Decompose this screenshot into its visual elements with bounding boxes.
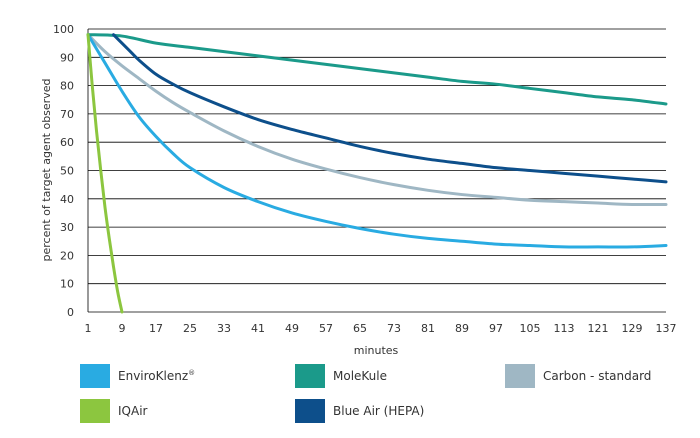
x-tick-label-121: 121	[588, 322, 609, 335]
x-tick-label-25: 25	[183, 322, 197, 335]
x-axis-ticks: 1 9 17 25 33 41 49 57 65 73 81 89 97 105 113 121 129 137	[85, 322, 677, 335]
y-axis-ticks: 0 10 20 30 40 50 60 70 80 90 100	[53, 23, 74, 319]
x-tick-label-1: 1	[85, 322, 92, 335]
y-tick-label-30: 30	[60, 221, 74, 234]
legend-text-enviroklenz: EnviroKlenz	[118, 369, 189, 383]
y-tick-label-10: 10	[60, 278, 74, 291]
x-tick-label-97: 97	[489, 322, 503, 335]
y-tick-label-20: 20	[60, 249, 74, 262]
y-tick-label-90: 90	[60, 51, 74, 64]
registered-mark: ®	[188, 369, 196, 377]
legend-label-iqair: IQAir	[118, 404, 148, 418]
legend-label-carbon-standard: Carbon - standard	[543, 369, 652, 383]
y-tick-label-0: 0	[67, 306, 74, 319]
gridlines	[87, 28, 666, 313]
x-tick-label-137: 137	[656, 322, 677, 335]
x-tick-label-49: 49	[285, 322, 299, 335]
legend-swatch-carbon-standard	[505, 364, 535, 388]
legend-swatch-molekule	[295, 364, 325, 388]
x-tick-label-81: 81	[421, 322, 435, 335]
legend-swatch-iqair	[80, 399, 110, 423]
legend-item-iqair: IQAir	[80, 399, 147, 423]
x-tick-label-105: 105	[520, 322, 541, 335]
legend-item-blue-air-hepa: Blue Air (HEPA)	[295, 399, 424, 423]
series-line-carbon-standard	[86, 33, 668, 207]
legend-label-blue-air-hepa: Blue Air (HEPA)	[333, 404, 425, 418]
legend-label-enviroklenz: EnviroKlenz®	[118, 369, 195, 383]
legend-item-enviroklenz: EnviroKlenz®	[80, 364, 195, 388]
y-tick-label-60: 60	[60, 136, 74, 149]
legend-item-carbon-standard: Carbon - standard	[505, 364, 651, 388]
y-tick-label-100: 100	[53, 23, 74, 36]
x-tick-label-129: 129	[622, 322, 643, 335]
legend-label-molekule: MoleKule	[333, 369, 388, 383]
y-tick-label-50: 50	[60, 165, 74, 178]
x-tick-label-17: 17	[149, 322, 163, 335]
x-tick-label-41: 41	[251, 322, 265, 335]
x-tick-label-65: 65	[353, 322, 367, 335]
legend-item-molekule: MoleKule	[295, 364, 387, 388]
legend-swatch-enviroklenz	[80, 364, 110, 388]
series-line-blue-air-hepa	[112, 33, 668, 184]
x-tick-label-9: 9	[119, 322, 126, 335]
line-chart: 0 10 20 30 40 50 60 70 80 90 100 1 9 17 25 33 41 49 57 65 7…	[40, 23, 677, 357]
series-line-enviroklenz	[86, 33, 668, 249]
y-tick-label-70: 70	[60, 108, 74, 121]
legend-swatch-blue-air-hepa	[295, 399, 325, 423]
x-tick-label-73: 73	[387, 322, 401, 335]
x-tick-label-113: 113	[554, 322, 575, 335]
series-line-molekule	[86, 33, 668, 106]
series-lines	[86, 33, 668, 314]
series-line-iqair	[86, 33, 124, 314]
x-axis-title: minutes	[354, 344, 399, 357]
y-tick-label-80: 80	[60, 80, 74, 93]
x-tick-label-57: 57	[319, 322, 333, 335]
x-tick-label-89: 89	[455, 322, 469, 335]
y-axis-title: percent of target agent observed	[40, 79, 53, 262]
y-tick-label-40: 40	[60, 193, 74, 206]
x-tick-label-33: 33	[217, 322, 231, 335]
